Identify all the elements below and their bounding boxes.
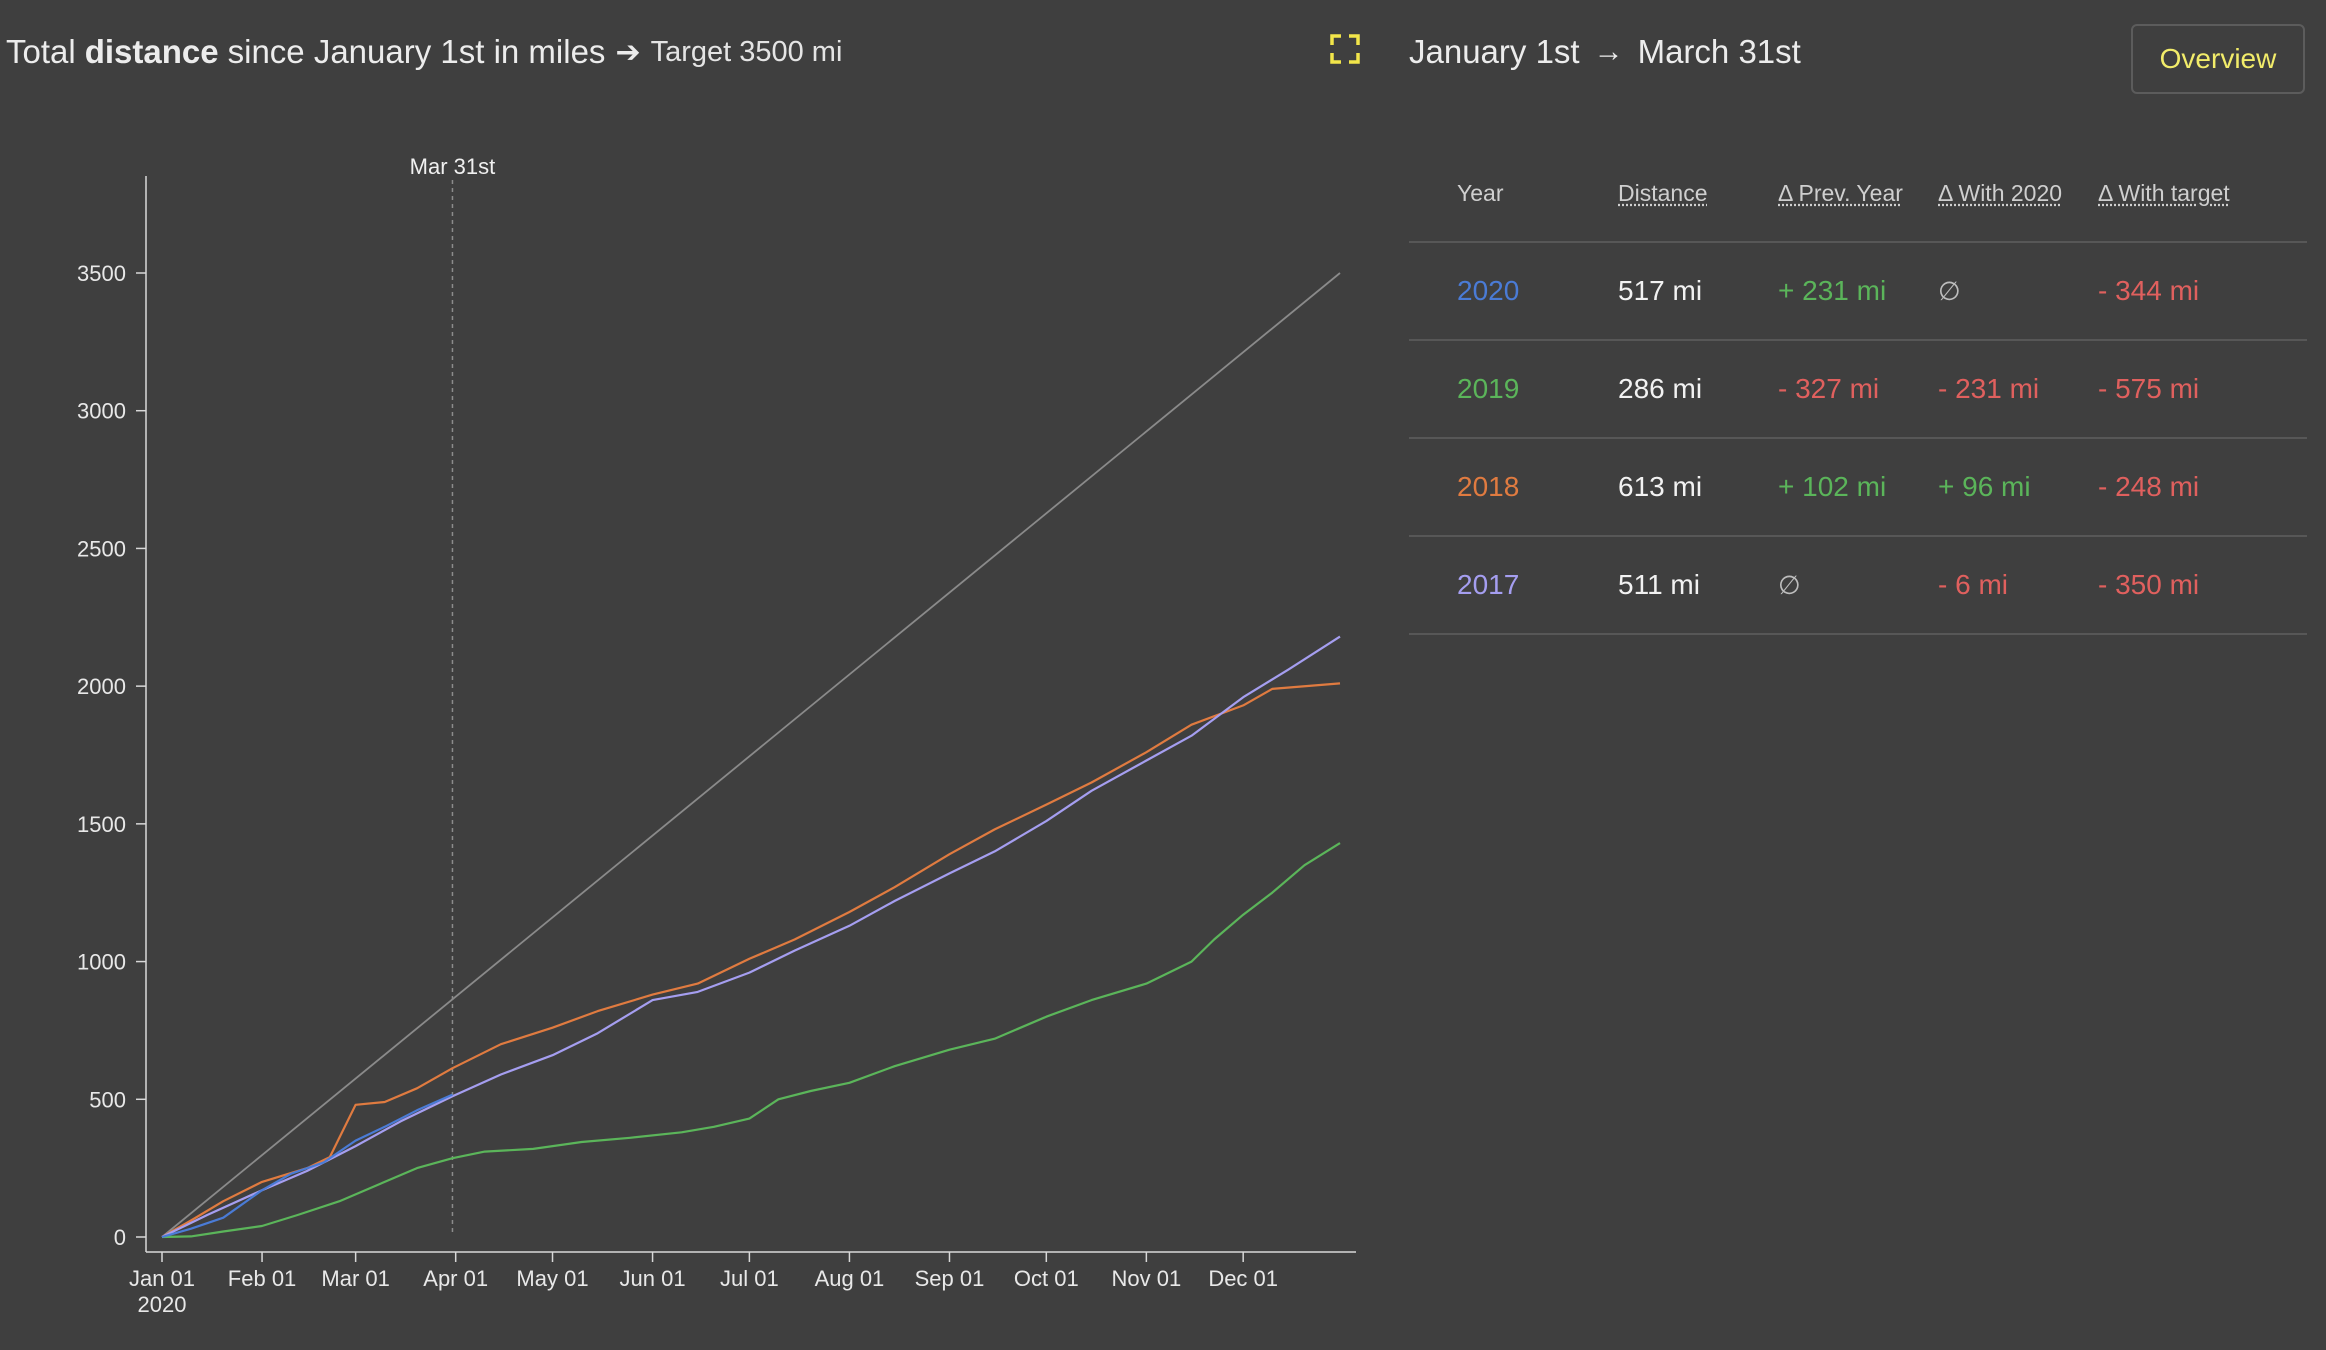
x-tick-label: Dec 01 [1208,1266,1278,1291]
delta-with-target-cell: - 350 mi [2098,569,2200,600]
x-tick-label: Jul 01 [720,1266,779,1291]
x-tick-label: Mar 01 [321,1266,389,1291]
series-line [161,1093,453,1239]
table-row: 2018 613 mi + 102 mi + 96 mi - 248 mi [1409,439,2307,537]
year-cell: 2020 [1457,275,1520,306]
x-tick-sublabel: 2020 [138,1292,187,1317]
year-cell: 2019 [1457,373,1520,404]
arrow-right-icon: → [1593,35,1624,68]
delta-with-target-cell: - 575 mi [2098,373,2200,404]
delta-with-target-cell: - 344 mi [2098,275,2200,306]
distance-cell: 517 mi [1618,275,1703,306]
delta-prev-year-cell: + 231 mi [1778,275,1887,306]
y-tick-label: 2500 [77,536,126,561]
x-tick-label: Aug 01 [815,1266,885,1291]
x-tick-label: Sep 01 [915,1266,985,1291]
series-line [161,635,1341,1238]
distance-cell: 613 mi [1618,471,1703,502]
y-tick-label: 3000 [77,399,126,424]
delta-with-target-cell: - 248 mi [2098,471,2200,502]
range-title: January 1st → March 31st [1409,24,1801,80]
x-tick-label: Apr 01 [423,1266,488,1291]
y-tick-label: 3500 [77,261,126,286]
table-row: 2017 511 mi ∅ - 6 mi - 350 mi [1409,537,2307,635]
table-row: 2019 286 mi - 327 mi - 231 mi - 575 mi [1409,341,2307,439]
delta-with-2020-cell: - 6 mi [1938,569,2008,600]
y-tick-label: 2000 [77,674,126,699]
stats-table: Year Distance Δ Prev. Year Δ With 2020 Δ… [1409,145,2307,635]
table-header: Year Distance Δ Prev. Year Δ With 2020 Δ… [1409,145,2307,243]
target-label: Target 3500 mi [650,35,843,68]
x-tick-label: Feb 01 [228,1266,297,1291]
delta-prev-year-cell: - 327 mi [1778,373,1880,404]
delta-with-2020-cell: - 231 mi [1938,373,2040,404]
x-tick-label: Nov 01 [1111,1266,1181,1291]
table-row: 2020 517 mi + 231 mi ∅ - 344 mi [1409,243,2307,341]
header-distance[interactable]: Distance [1618,179,1708,206]
arrow-icon: ➔ [615,35,641,69]
y-tick-label: 1000 [77,950,126,975]
distance-cell: 511 mi [1618,569,1700,600]
x-tick-label: Jun 01 [620,1266,686,1291]
y-tick-label: 500 [89,1087,126,1112]
marker-label: Mar 31st [410,154,496,179]
series-line [161,682,1341,1238]
y-tick-label: 0 [114,1225,126,1250]
overview-button[interactable]: Overview [2131,24,2305,94]
delta-prev-year-cell: + 102 mi [1778,471,1887,502]
x-tick-label: Oct 01 [1014,1266,1079,1291]
title-prefix: Total [6,33,76,70]
delta-with-2020-cell: + 96 mi [1938,471,2031,502]
header-delta-with-target[interactable]: Δ With target [2098,179,2230,206]
header-delta-prev-year[interactable]: Δ Prev. Year [1778,179,1903,206]
series-line [161,272,1341,1238]
x-tick-label: Jan 01 [129,1266,195,1291]
series-line [161,842,1341,1239]
header-year: Year [1457,179,1504,206]
expand-icon[interactable] [1330,34,1360,64]
title-emphasis: distance [84,33,219,70]
year-cell: 2017 [1457,569,1520,600]
y-tick-label: 1500 [77,812,126,837]
title-suffix: since January 1st in miles [227,33,606,70]
range-from: January 1st [1409,33,1580,70]
header-delta-with-2020[interactable]: Δ With 2020 [1938,179,2063,206]
x-tick-label: May 01 [516,1266,588,1291]
delta-prev-year-cell: ∅ [1778,569,1801,600]
chart-title: Total distance since January 1st in mile… [6,24,842,80]
range-to: March 31st [1637,33,1801,70]
year-cell: 2018 [1457,471,1520,502]
delta-with-2020-cell: ∅ [1938,275,1961,306]
distance-cell: 286 mi [1618,373,1703,404]
